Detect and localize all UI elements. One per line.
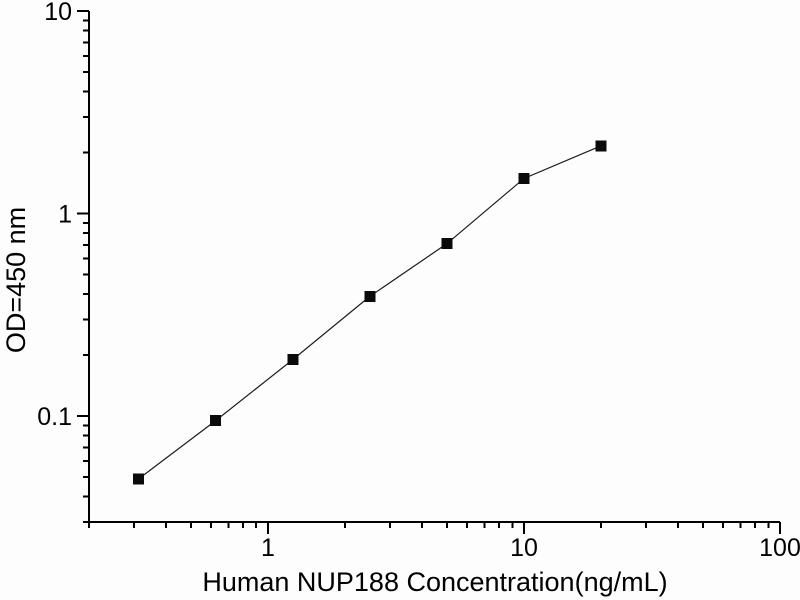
- data-point-marker: [441, 238, 453, 250]
- y-axis-title: OD=450 nm: [1, 207, 31, 353]
- y-tick-label: 0.1: [37, 403, 72, 431]
- x-tick-label: 1: [261, 534, 275, 562]
- curve-line: [138, 145, 602, 480]
- data-point-marker: [210, 415, 222, 427]
- axes-layer: [88, 11, 780, 523]
- data-point-marker: [287, 354, 299, 366]
- tick-labels-layer: 1 10 100 0.1 1 10: [37, 0, 800, 562]
- y-tick-label: 1: [58, 201, 72, 229]
- x-axis-title: Human NUP188 Concentration(ng/mL): [202, 567, 667, 597]
- data-point-marker: [133, 473, 145, 485]
- x-tick-label: 10: [510, 534, 538, 562]
- axis-ticks-layer: [77, 10, 781, 534]
- data-point-marker: [595, 140, 607, 152]
- x-tick-label: 100: [759, 534, 800, 562]
- y-tick-label: 10: [44, 0, 72, 26]
- data-series-layer: [133, 140, 607, 485]
- data-point-marker: [518, 172, 530, 184]
- data-point-marker: [364, 290, 376, 302]
